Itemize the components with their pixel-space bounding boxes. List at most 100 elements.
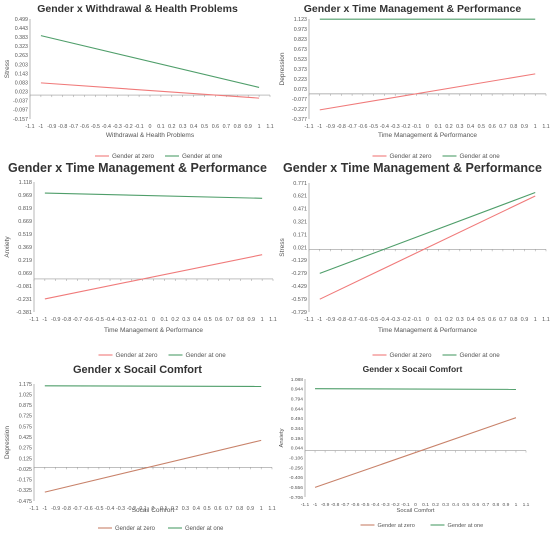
x-axis-label: Socail Comfort [396,508,434,514]
y-axis-label: Anxiety [4,236,11,258]
x-tick-label: -0.5 [94,506,103,512]
y-tick-label: 0.969 [18,193,32,199]
x-tick-label: 0.9 [247,506,254,512]
y-tick-label: 0.321 [293,220,307,226]
y-tick-label: -0.037 [13,99,28,105]
x-tick-label: 0.2 [445,124,452,130]
x-tick-label: 0.6 [488,124,495,130]
y-tick-label: -0.406 [289,475,303,481]
y-tick-label: 0.344 [291,426,304,432]
y-tick-label: 0.021 [293,245,307,251]
x-axis-label: Time Management & Performance [378,327,477,334]
x-tick-label: 0.3 [179,124,186,130]
x-tick-label: 0.1 [435,124,442,130]
series-line-gender-at-zero [44,439,262,493]
x-tick-label: -0.3 [113,124,122,130]
x-tick-label: -0.6 [84,506,93,512]
x-tick-label: 1.1 [269,317,277,323]
y-tick-label: 1.175 [19,382,32,388]
x-tick-label: -0.6 [358,124,367,130]
x-tick-label: -0.9 [321,502,330,508]
y-axis-label: Depression [279,52,286,85]
x-tick-label: 0.4 [190,124,197,130]
y-tick-label: 0.323 [15,44,28,50]
x-tick-label: 0 [149,124,152,130]
y-tick-label: 0.263 [15,53,28,59]
x-tick-label: -0.7 [73,317,82,323]
y-tick-label: 0.044 [291,446,304,452]
x-tick-label: -0.2 [127,506,136,512]
y-tick-label: -0.325 [17,488,32,494]
legend-label: Gender at one [182,153,223,160]
x-tick-label: 0.4 [452,502,459,508]
y-tick-label: -0.097 [13,108,28,114]
y-tick-label: 0.944 [291,387,304,393]
x-tick-label: 0.6 [472,502,479,508]
series-line-gender-at-one [44,385,262,388]
x-tick-label: 0.5 [478,124,485,130]
chart-svg: 1.088 0.944 0.794 0.644 0.494 0.344 0.194 0.044… [279,377,530,529]
x-tick-label: -0.6 [358,317,367,323]
x-tick-label: -0.6 [80,124,89,130]
y-tick-label: 0.023 [15,90,28,96]
x-tick-label: 0.7 [499,124,506,130]
x-tick-label: 0.8 [510,317,518,323]
x-axis-label: Withdrawal & Health Problems [106,132,195,139]
y-tick-label: -0.106 [289,455,303,461]
legend-label: Gender at one [186,352,227,359]
x-tick-label: 1.1 [268,506,275,512]
x-tick-label: -0.9 [51,317,60,323]
x-tick-label: 0 [426,124,429,130]
y-tick-label: -0.025 [17,467,32,473]
x-tick-label: -1.1 [304,124,313,130]
x-tick-label: 0.4 [193,506,200,512]
x-tick-label: -0.9 [326,124,335,130]
y-tick-label: -0.157 [13,117,28,123]
x-tick-label: 0.6 [488,317,496,323]
y-tick-label: -0.077 [292,97,307,103]
x-tick-label: 0.9 [521,317,529,323]
y-tick-label: -0.381 [16,310,32,316]
x-tick-label: -0.2 [401,317,410,323]
x-tick-label: 0.7 [225,506,232,512]
y-tick-label: 1.025 [19,392,32,398]
x-tick-label: -0.1 [412,317,421,323]
chart-svg: 1.118 0.969 0.819 0.669 0.519 0.369 0.219 0.069… [4,180,277,359]
x-tick-label: 0.3 [456,124,463,130]
x-tick-label: 0.1 [434,317,442,323]
x-axis-label: Time Management & Performance [104,327,203,334]
chart-panel-3: Gender x Time Management & Performance 1… [0,161,277,365]
x-tick-label: -0.7 [69,124,78,130]
legend-label: Gender at zero [115,526,156,532]
x-tick-label: 0.3 [182,506,189,512]
series-line-gender-at-zero [319,73,536,111]
y-tick-label: 1.118 [19,180,32,186]
y-tick-label: 0.425 [19,435,32,441]
x-tick-label: -0.3 [116,317,125,323]
x-tick-label: -1.1 [29,317,38,323]
x-axis-label: Socail Comfort [132,507,175,514]
chart-panel-5: Gender x Socail Comfort 1.175 1.025 0.875 0… [0,364,276,538]
series-line-gender-at-zero [44,254,263,300]
y-tick-label: -0.377 [292,117,307,123]
x-tick-label: -0.8 [337,317,346,323]
x-tick-label: -0.4 [380,317,389,323]
x-tick-label: 0.6 [214,506,221,512]
x-tick-label: 0.1 [161,317,169,323]
legend-label: Gender at zero [390,352,433,359]
x-tick-label: 0 [426,317,429,323]
x-tick-label: 0.1 [157,124,164,130]
x-tick-label: -1 [42,317,47,323]
y-tick-label: -0.579 [291,297,307,303]
x-tick-label: -0.1 [138,317,147,323]
chart-svg: 1.123 0.973 0.823 0.673 0.523 0.373 0.223 0.073… [279,17,550,160]
x-tick-label: -0.7 [347,317,356,323]
x-tick-label: 0.1 [160,506,167,512]
x-tick-label: 0.3 [182,317,190,323]
y-axis-label: Stress [279,238,286,257]
x-tick-label: 0.5 [204,317,212,323]
y-tick-label: 0.875 [19,403,32,409]
y-tick-label: 1.088 [291,377,304,383]
y-tick-label: -0.256 [289,465,303,471]
legend-label: Gender at zero [378,523,415,529]
